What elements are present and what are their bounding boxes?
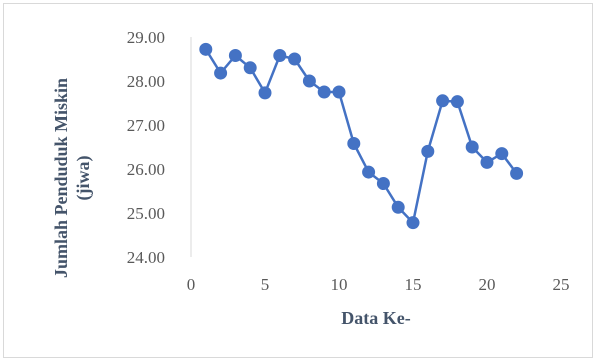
y-axis-title: Jumlah Penduduk Miskin (jiwa) <box>51 78 94 278</box>
series-layer <box>199 42 524 230</box>
data-point <box>510 166 524 180</box>
data-point <box>406 216 420 230</box>
data-point <box>332 85 346 99</box>
data-point <box>450 95 464 109</box>
y-tick-label: 28.00 <box>127 72 165 91</box>
y-tick-label: 24.00 <box>127 248 165 267</box>
data-point <box>317 85 331 99</box>
y-tick-label: 25.00 <box>127 204 165 223</box>
data-point <box>421 144 435 158</box>
y-tick-label: 27.00 <box>127 116 165 135</box>
y-tick-label: 26.00 <box>127 160 165 179</box>
series-line <box>204 48 518 224</box>
data-point <box>391 200 405 214</box>
data-point <box>228 48 242 62</box>
data-point <box>376 177 390 191</box>
data-point <box>495 147 509 161</box>
x-tick-label: 25 <box>553 275 570 294</box>
data-point <box>243 61 257 75</box>
data-point <box>288 52 302 66</box>
x-tick-label: 15 <box>405 275 422 294</box>
x-tick-label: 10 <box>331 275 348 294</box>
data-point <box>347 136 361 150</box>
x-axis-title: Data Ke- <box>341 308 410 328</box>
y-tick-label: 29.00 <box>127 28 165 47</box>
data-point <box>273 48 287 62</box>
x-tick-label: 5 <box>261 275 270 294</box>
data-point <box>302 74 316 88</box>
x-tick-label: 0 <box>187 275 196 294</box>
data-point <box>214 66 228 80</box>
data-point <box>362 165 376 179</box>
data-point <box>465 140 479 154</box>
y-axis-title-line-2: (jiwa) <box>73 156 94 201</box>
data-point <box>258 86 272 100</box>
y-axis-title-line-1: Jumlah Penduduk Miskin <box>51 78 71 278</box>
data-point <box>480 155 494 169</box>
data-point <box>436 94 450 108</box>
y-tick-labels: 24.00 25.00 26.00 27.00 28.00 29.00 <box>127 28 165 267</box>
x-tick-labels: 0 5 10 15 20 25 <box>187 275 570 294</box>
x-tick-label: 20 <box>479 275 496 294</box>
data-point <box>199 42 213 56</box>
